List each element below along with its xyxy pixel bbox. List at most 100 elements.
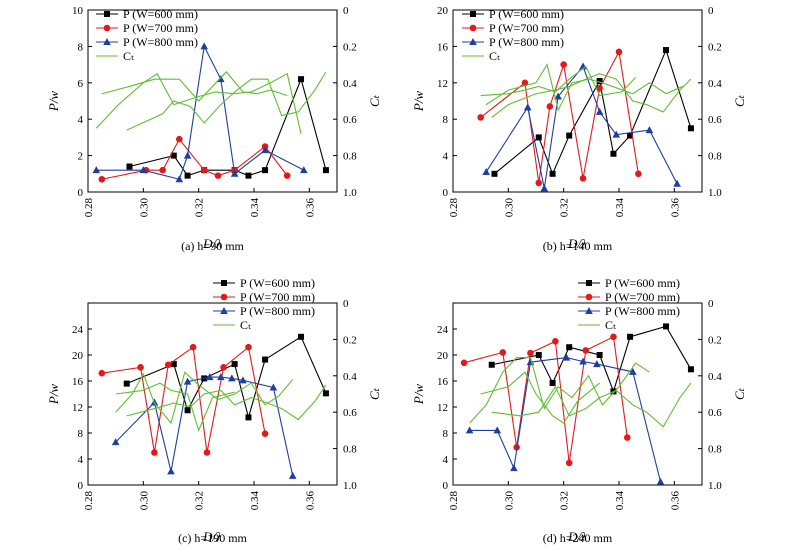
legend-marker [220,293,228,301]
data-point [579,175,587,182]
ct-line [95,72,302,134]
x-tick-label: 0.32 [194,491,206,510]
y2-axis-label: Cₜ [367,387,382,400]
data-point [510,464,518,472]
x-tick-label: 0.28 [448,491,460,511]
legend-label: P (W=700 mm) [123,21,198,35]
plot-frame [87,302,338,486]
series-w800 [482,62,681,192]
legend-label: P (W=800 mm) [605,304,680,318]
y-tick-label: 4 [78,454,84,466]
data-point [200,42,208,50]
data-point [98,369,106,377]
series-w800 [465,353,665,485]
legend-marker [585,293,593,301]
data-point [566,132,573,139]
data-point [535,179,543,187]
y2-tick-label: 0.2 [708,41,722,53]
data-point [203,449,211,456]
series-line [494,48,692,176]
legend-label: P (W=600 mm) [123,7,198,21]
legend-marker [585,307,593,314]
data-point [562,353,571,361]
y2-tick-label: 0 [343,5,349,17]
x-axis-label: D/λ [202,529,222,544]
data-point [493,426,502,434]
panel-caption: (a) h=90 mm [181,239,244,253]
y2-tick-label: 0.4 [343,78,357,90]
data-point [579,357,587,365]
legend-label: P (W=800 mm) [240,304,315,318]
data-point [298,333,305,340]
data-point [175,175,184,183]
y2-tick-label: 0.6 [708,407,722,419]
legend-marker [103,38,111,45]
data-point [230,169,239,177]
data-point [629,367,637,375]
y-tick-label: 4 [443,151,449,163]
ct-line [485,63,683,112]
data-point [596,84,603,92]
ct-line [115,371,294,425]
data-point [540,184,549,192]
legend-label: P (W=800 mm) [489,35,564,49]
y-tick-label: 24 [437,324,449,336]
data-point [184,407,191,414]
data-point [560,61,567,68]
legend-marker [221,280,227,286]
data-point [205,373,214,381]
y-tick-label: 0 [78,187,84,199]
data-point [300,166,308,174]
y-tick-label: 4 [78,114,84,126]
data-point [687,125,694,132]
plot-frame [452,9,703,193]
data-point [627,132,634,139]
data-point [151,449,158,456]
data-point [488,361,495,368]
legend-label: P (W=600 mm) [605,276,680,290]
y2-tick-label: 0 [343,298,349,310]
data-point [245,172,252,179]
data-point [245,343,252,351]
ct-line [480,371,600,424]
data-point [595,107,604,115]
legend-marker [104,11,110,17]
x-tick-label: 0.34 [614,198,626,218]
x-tick-label: 0.32 [559,491,571,510]
y-tick-label: 12 [72,402,83,414]
data-point [491,170,498,177]
data-point [615,48,623,56]
data-point [189,343,197,351]
data-point [645,126,654,134]
data-point [183,377,192,385]
data-point [582,347,590,354]
data-point [283,172,291,179]
legend-marker [470,11,476,17]
data-point [176,135,183,143]
data-point [624,434,631,441]
x-tick-label: 0.30 [138,198,150,218]
y-tick-label: 2 [78,151,84,163]
y-axis-label: P/w [411,384,426,406]
y2-tick-label: 0.4 [343,371,357,383]
x-tick-label: 0.34 [614,491,626,511]
legend-label: P (W=600 mm) [240,276,315,290]
x-tick-label: 0.32 [194,198,206,217]
y-tick-label: 24 [72,324,84,336]
data-point [220,364,227,371]
legend-label: P (W=700 mm) [240,290,315,304]
y2-tick-label: 0.6 [343,407,357,419]
x-tick-label: 0.36 [669,491,681,511]
y2-axis-label: Cₜ [732,94,747,107]
y2-tick-label: 0.2 [708,334,722,346]
data-point [92,166,101,174]
data-point [566,344,573,351]
legend-label: Cₜ [605,318,616,332]
x-tick-label: 0.28 [448,198,460,218]
panel-caption: (d) h=240 mm [543,531,613,545]
data-point [610,333,617,341]
legend-label: Cₜ [489,49,500,63]
data-point [126,163,133,170]
data-point [554,92,562,100]
